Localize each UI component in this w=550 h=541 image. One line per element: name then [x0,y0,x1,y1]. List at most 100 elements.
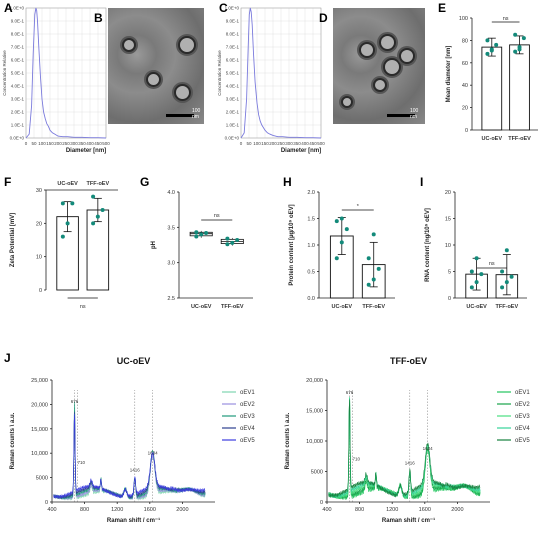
y-tick-label: 80 [462,38,468,44]
data-point [509,274,514,279]
bar [481,46,503,131]
category-label: UC-oEV [191,304,212,310]
spectrum-line [53,410,206,501]
data-point [485,51,490,56]
spectrum-line [328,399,481,498]
y-tick-label: 5.0E-1 [11,71,25,76]
x-axis-title: Raman shift / cm⁻¹ [382,517,435,524]
data-point [100,208,105,212]
nanoparticle [379,34,396,51]
data-point [334,219,339,224]
data-point [371,277,376,282]
y-tick-label: 20,000 [306,378,323,384]
data-point [489,48,494,53]
y-tick-label: 10,000 [31,451,48,457]
y-tick-label: 5.0E-1 [226,71,240,76]
category-label: TFF-oEV [87,181,110,187]
y-tick-label: 15,000 [306,409,323,415]
spectrum-line [328,397,481,499]
y-tick-label: 15,000 [31,427,48,433]
data-point [194,234,199,239]
tem-image-b: 100 nm [108,8,204,124]
y-tick-label: 4.0E-1 [226,84,240,89]
data-point [366,282,371,287]
peak-annotation: 1416 [405,461,416,466]
y-tick-label: 20 [36,221,42,227]
nanoparticle [399,48,415,64]
y-tick-label: 30 [36,188,42,194]
y-tick-label: 15 [445,217,451,223]
category-label: UC-oEV [466,304,487,310]
legend-label: oEV5 [240,438,255,444]
spectrum-line [328,397,481,500]
x-tick-label: 150 [261,141,269,146]
data-point [474,280,479,285]
y-tick-label: 2.0 [307,190,315,196]
chart-i: 0 5 10 15 20 UC-oEV TFF-oEV ns RNA content [ng/1… [425,190,527,310]
y-tick-label: 0 [45,500,48,506]
peak-annotation: 676 [71,399,79,404]
y-tick-label: 3.0E-1 [11,97,25,102]
y-tick-label: 20 [445,190,451,196]
x-tick-label: 200 [269,141,277,146]
chart-j-tff: TFF-oEV 0 5000 10,000 15,000 20,000 400 800 1200… [285,356,530,524]
legend-label: oEV3 [240,414,255,420]
x-tick-label: 350 [293,141,301,146]
legend-label: oEV3 [515,414,530,420]
y-tick-label: 7.0E-1 [11,45,25,50]
y-tick-label: 20,000 [31,402,48,408]
x-axis-title: Diameter [nm] [66,148,106,154]
data-point [65,221,70,226]
x-tick-label: 1600 [144,507,156,513]
x-tick-label: 150 [46,141,54,146]
x-tick-label: 2000 [451,507,463,513]
data-point [474,256,479,261]
y-tick-label: 0 [320,500,323,506]
category-label: UC-oEV [482,136,503,142]
y-tick-label: 9.0E-1 [11,19,25,24]
x-tick-label: 1200 [111,507,123,513]
y-tick-label: 1.0 [307,243,315,249]
data-point [494,42,499,47]
data-point [513,32,518,37]
data-point [334,256,339,261]
y-tick-label: 20 [462,106,468,112]
x-tick-label: 0 [240,141,243,146]
significance-label: ns [214,213,220,219]
y-axis-title: Raman counts \ a.u. [10,412,16,469]
data-point [479,272,484,277]
x-tick-label: 100 [38,141,46,146]
y-tick-label: 8.0E-1 [226,32,240,37]
chart-title: TFF-oEV [390,356,427,366]
y-tick-label: 3.0E-1 [226,97,240,102]
data-point [517,47,522,52]
data-point [500,285,505,290]
y-tick-label: 25,000 [31,378,48,384]
y-tick-label: 60 [462,61,468,67]
data-point [376,266,381,271]
y-tick-label: 4.0E-1 [11,84,25,89]
data-point [366,256,371,261]
x-tick-label: 0 [25,141,28,146]
legend-label: oEV4 [240,426,255,432]
peak-annotation: 676 [346,390,354,395]
x-tick-label: 250 [62,141,70,146]
category-label: UC-oEV [57,181,78,187]
y-tick-label: 1.5 [307,217,315,223]
x-tick-label: 1600 [419,507,431,513]
x-tick-label: 50 [31,141,37,146]
data-point [225,242,230,247]
y-axis-title: RNA content [ng/10⁹ oEV] [425,208,431,282]
spectrum-line [53,413,206,499]
x-tick-label: 2000 [176,507,188,513]
chart-c: 0.0E+0 1.0E-1 2.0E-1 3.0E-1 4.0E-1 5.0E-1 6.0E… [217,6,325,155]
x-tick-label: 350 [78,141,86,146]
data-point [469,269,474,274]
legend-label: oEV1 [515,390,530,396]
data-point [199,232,204,237]
significance-label: ns [503,16,509,22]
spectrum-line [53,411,206,500]
peak-annotation: 710 [78,460,86,465]
data-point [504,280,509,285]
y-tick-label: 1.0E+0 [10,6,25,11]
